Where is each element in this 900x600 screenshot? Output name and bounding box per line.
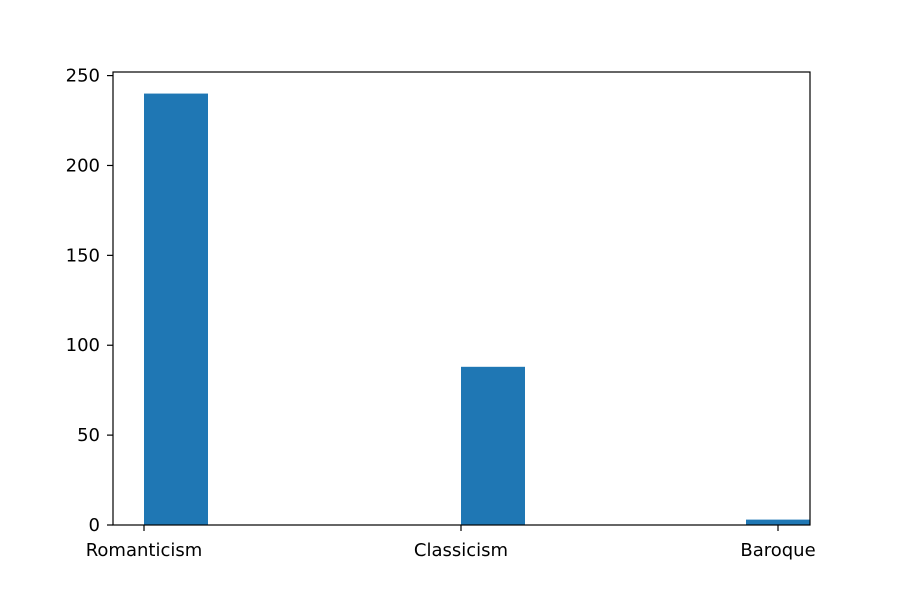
y-tick-label: 250 [66, 66, 100, 87]
y-axis: 0 50 100 150 200 250 [66, 66, 113, 536]
bar-classicism [461, 366, 525, 525]
y-tick-label: 0 [89, 515, 100, 536]
y-tick-label: 200 [66, 155, 100, 176]
x-tick-label: Romanticism [86, 540, 203, 561]
bar-romanticism [144, 93, 208, 526]
x-axis: Romanticism Classicism Baroque [86, 525, 816, 561]
bars-group [144, 93, 810, 526]
y-tick-label: 150 [66, 245, 100, 266]
x-tick-label: Classicism [414, 540, 508, 561]
y-tick-label: 50 [77, 425, 100, 446]
x-tick-label: Baroque [740, 540, 815, 561]
y-tick-label: 100 [66, 335, 100, 356]
bar-baroque [746, 519, 810, 525]
plot-frame [112, 71, 811, 526]
